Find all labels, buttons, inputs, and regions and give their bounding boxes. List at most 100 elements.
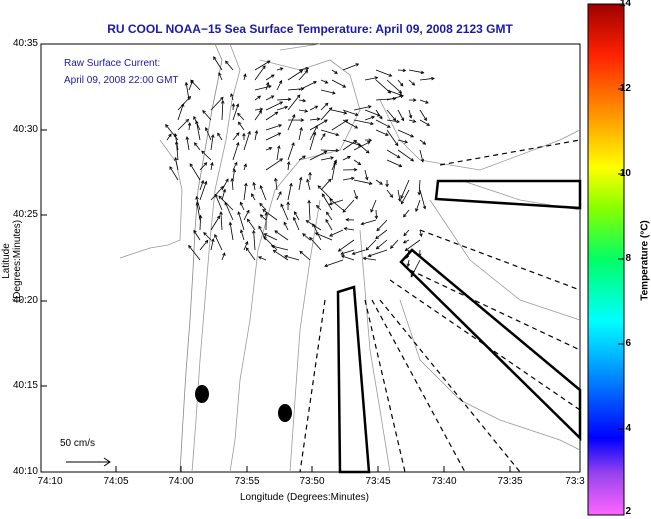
current-vector-head bbox=[402, 68, 407, 73]
current-vector-head bbox=[431, 76, 435, 81]
current-vector-head bbox=[350, 176, 355, 181]
y-tick-label: 40:35 bbox=[12, 38, 38, 49]
current-vector-head bbox=[188, 244, 192, 249]
current-vector-head bbox=[368, 181, 373, 185]
current-vector bbox=[370, 199, 377, 213]
current-vector-head bbox=[284, 105, 289, 110]
contour-40m bbox=[279, 43, 581, 171]
current-vector bbox=[190, 79, 201, 91]
current-vector-head bbox=[266, 60, 271, 64]
current-vector-head bbox=[210, 161, 214, 166]
current-vector bbox=[342, 156, 351, 161]
current-vector-head bbox=[314, 105, 319, 109]
current-vector bbox=[185, 82, 190, 101]
current-vector-head bbox=[316, 117, 321, 121]
current-vector bbox=[308, 200, 311, 221]
current-vector-head bbox=[330, 156, 335, 160]
current-vector-head bbox=[313, 81, 317, 85]
current-vector-head bbox=[300, 87, 305, 91]
current-vector-head bbox=[195, 201, 200, 206]
current-vector-head bbox=[218, 72, 222, 76]
current-vector-head bbox=[351, 251, 356, 255]
scale-arrow bbox=[66, 457, 111, 467]
current-vector bbox=[406, 249, 410, 259]
current-vector-head bbox=[420, 158, 425, 163]
current-vector-head bbox=[394, 142, 399, 147]
y-tick-label: 40:15 bbox=[12, 380, 38, 391]
current-vector-head bbox=[408, 114, 413, 119]
current-vector-head bbox=[195, 120, 199, 125]
current-vector-head bbox=[385, 183, 389, 188]
current-vector-head bbox=[403, 232, 407, 237]
current-vector-head bbox=[203, 180, 208, 185]
current-vector-head bbox=[398, 90, 403, 94]
current-vector-head bbox=[312, 131, 317, 136]
current-vector bbox=[243, 241, 248, 251]
current-vector-head bbox=[425, 100, 429, 104]
current-vector bbox=[309, 119, 328, 131]
current-vector-head bbox=[236, 141, 240, 146]
current-vector bbox=[273, 249, 289, 261]
current-vector-head bbox=[278, 191, 282, 195]
current-vector bbox=[298, 81, 317, 91]
current-vector-head bbox=[287, 97, 292, 102]
current-vector-head bbox=[213, 56, 217, 60]
current-vector bbox=[386, 95, 404, 101]
current-vector-head bbox=[237, 112, 241, 117]
current-vector bbox=[298, 99, 306, 102]
current-vector bbox=[320, 89, 336, 94]
current-vector-head bbox=[420, 70, 425, 75]
current-vector bbox=[287, 114, 295, 131]
current-vector-head bbox=[279, 67, 284, 71]
current-vector-head bbox=[392, 117, 397, 122]
current-vector-head bbox=[331, 91, 336, 95]
current-vector bbox=[218, 72, 223, 81]
station-marker-east bbox=[278, 404, 292, 422]
current-vector-head bbox=[410, 273, 414, 278]
current-vector bbox=[397, 129, 414, 138]
current-vector-head bbox=[240, 229, 244, 234]
current-vector bbox=[320, 129, 339, 136]
current-vector-head bbox=[389, 194, 394, 198]
current-vector-head bbox=[404, 247, 409, 252]
current-vector bbox=[299, 250, 311, 261]
current-vector bbox=[193, 230, 201, 241]
current-vector bbox=[410, 259, 421, 278]
current-vector bbox=[221, 100, 224, 121]
current-vector bbox=[397, 109, 404, 121]
current-vector bbox=[276, 68, 283, 71]
current-vector bbox=[232, 162, 238, 171]
current-vector bbox=[254, 130, 258, 141]
current-vector bbox=[210, 239, 214, 251]
current-vector bbox=[309, 125, 318, 141]
current-vector bbox=[317, 185, 333, 201]
current-vector-head bbox=[203, 232, 207, 236]
current-vector bbox=[298, 155, 306, 161]
current-vector bbox=[220, 211, 223, 231]
current-vector bbox=[397, 69, 406, 71]
current-vector-head bbox=[354, 195, 358, 200]
current-vector-head bbox=[323, 150, 328, 155]
radar-beams bbox=[299, 139, 581, 473]
current-vector-head bbox=[210, 134, 215, 138]
current-vector-head bbox=[291, 142, 295, 146]
contour-80m bbox=[429, 199, 581, 321]
x-tick-label: 73:45 bbox=[365, 476, 391, 487]
current-vector-head bbox=[201, 150, 205, 155]
current-vector-head bbox=[258, 256, 262, 260]
current-vector bbox=[229, 222, 234, 241]
current-vector-head bbox=[293, 216, 297, 221]
current-vector-head bbox=[307, 199, 311, 204]
current-vector-head bbox=[335, 148, 340, 153]
current-vector bbox=[320, 133, 326, 141]
current-vector bbox=[329, 199, 344, 205]
current-vector-head bbox=[314, 125, 318, 129]
current-vector-head bbox=[195, 195, 199, 200]
current-vector-head bbox=[224, 201, 228, 206]
current-vector bbox=[231, 178, 234, 191]
current-vector-head bbox=[324, 263, 328, 268]
current-vector bbox=[169, 166, 179, 181]
contour-50m bbox=[289, 199, 321, 473]
current-vector bbox=[298, 70, 308, 81]
current-vector-head bbox=[353, 167, 358, 172]
